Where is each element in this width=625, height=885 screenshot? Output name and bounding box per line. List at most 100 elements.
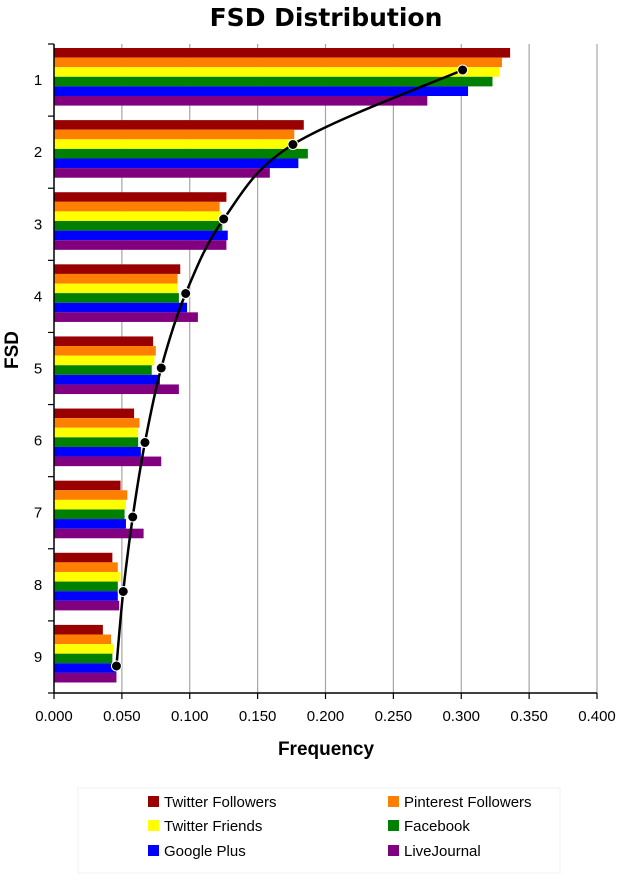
bar-fsd-2-google-plus (54, 158, 299, 169)
legend-label: Google Plus (164, 843, 246, 860)
line-point (180, 288, 192, 299)
bar-fsd-7-twitter-followers (54, 480, 121, 491)
y-tick-label: 9 (34, 649, 42, 666)
bar-fsd-4-facebook (54, 293, 179, 303)
bar-fsd-9-facebook (54, 653, 113, 664)
bar-fsd-3-livejournal (54, 240, 227, 250)
bar-fsd-5-pinterest-followers (54, 346, 156, 356)
legend-swatch (148, 796, 159, 807)
legend-swatch (148, 820, 159, 831)
legend-swatch (388, 820, 399, 831)
y-axis-label: FSD (2, 331, 23, 369)
bar-fsd-2-twitter-friends (54, 139, 299, 149)
line-point (218, 213, 230, 225)
bar-fsd-4-pinterest-followers (54, 273, 178, 284)
axes (48, 43, 598, 699)
line-point (127, 511, 139, 523)
bars (54, 48, 511, 683)
bar-fsd-3-google-plus (54, 230, 228, 241)
bar-fsd-8-google-plus (54, 591, 118, 601)
bar-fsd-6-twitter-followers (54, 408, 135, 419)
bar-fsd-8-twitter-friends (54, 571, 121, 582)
bar-fsd-3-twitter-followers (54, 192, 227, 202)
bar-fsd-6-livejournal (54, 456, 162, 467)
legend-label: Pinterest Followers (404, 794, 532, 811)
x-tick-labels: 0.000 0.050 0.100 0.150 0.200 0.250 0.300 0.350… (35, 708, 616, 725)
x-tick-label: 0.150 (239, 708, 277, 725)
bar-fsd-9-twitter-followers (54, 624, 103, 635)
bar-fsd-6-pinterest-followers (54, 418, 140, 428)
bar-fsd-7-pinterest-followers (54, 490, 128, 500)
legend-label: LiveJournal (404, 843, 481, 860)
bar-fsd-8-pinterest-followers (54, 562, 118, 572)
legend-label: Facebook (404, 818, 470, 835)
legend-label: Twitter Followers (164, 794, 277, 811)
bar-fsd-3-twitter-friends (54, 211, 221, 222)
y-tick-label: 5 (34, 361, 42, 378)
y-tick-label: 7 (34, 505, 42, 522)
bar-fsd-2-pinterest-followers (54, 129, 295, 140)
y-tick-label: 1 (34, 72, 42, 89)
x-tick-label: 0.100 (171, 708, 209, 725)
bar-fsd-5-livejournal (54, 384, 179, 395)
legend: Twitter Followers Pinterest Followers Twit… (77, 787, 561, 874)
x-tick-label: 0.250 (375, 708, 413, 725)
y-tick-label: 2 (34, 144, 42, 161)
bar-fsd-1-pinterest-followers (54, 57, 502, 68)
y-tick-label: 4 (34, 288, 42, 305)
bar-fsd-2-twitter-followers (54, 120, 304, 130)
bar-fsd-5-google-plus (54, 374, 160, 385)
line-point (110, 660, 122, 672)
legend-swatch (388, 796, 399, 807)
bar-fsd-6-google-plus (54, 446, 141, 457)
bar-fsd-2-facebook (54, 148, 308, 159)
chart-title: FSD Distribution (210, 3, 443, 32)
bar-fsd-7-twitter-friends (54, 499, 126, 510)
line-point (155, 362, 167, 374)
bar-fsd-3-pinterest-followers (54, 201, 220, 212)
bar-fsd-4-livejournal (54, 312, 198, 322)
bar-fsd-1-livejournal (54, 96, 428, 106)
bar-fsd-4-google-plus (54, 302, 188, 313)
line-point (457, 64, 469, 76)
bar-fsd-9-pinterest-followers (54, 634, 112, 645)
average-line (110, 64, 469, 672)
bar-fsd-9-livejournal (54, 672, 117, 683)
bar-fsd-7-google-plus (54, 519, 126, 529)
legend-label: Twitter Friends (164, 818, 262, 835)
bar-fsd-1-twitter-friends (54, 67, 500, 77)
x-tick-label: 0.350 (510, 708, 548, 725)
bar-fsd-4-twitter-friends (54, 283, 178, 294)
bar-fsd-1-google-plus (54, 86, 469, 96)
x-tick-label: 0.400 (578, 708, 616, 725)
line-point (139, 437, 151, 448)
legend-swatch (388, 845, 399, 856)
bar-fsd-1-facebook (54, 76, 493, 87)
y-tick-label: 3 (34, 216, 42, 233)
bar-fsd-8-facebook (54, 581, 118, 592)
x-tick-label: 0.200 (307, 708, 345, 725)
y-tick-label: 8 (34, 577, 42, 594)
x-axis-label: Frequency (278, 739, 375, 760)
y-tick-labels: 1 2 3 4 5 6 7 8 9 (34, 72, 42, 666)
bar-fsd-8-livejournal (54, 600, 120, 611)
x-tick-label: 0.050 (103, 708, 141, 725)
x-tick-label: 0.300 (442, 708, 480, 725)
x-tick-label: 0.000 (35, 708, 73, 725)
bar-fsd-9-google-plus (54, 663, 117, 673)
bar-fsd-5-twitter-friends (54, 355, 155, 366)
bar-fsd-6-facebook (54, 437, 139, 447)
legend-swatch (148, 845, 159, 856)
bar-fsd-9-twitter-friends (54, 644, 114, 654)
bar-fsd-4-twitter-followers (54, 264, 181, 274)
line-point (287, 139, 299, 150)
bar-fsd-5-twitter-followers (54, 336, 154, 347)
bar-fsd-1-twitter-followers (54, 48, 511, 58)
line-point (117, 586, 129, 597)
bar-fsd-7-livejournal (54, 528, 144, 539)
bar-fsd-8-twitter-followers (54, 552, 113, 563)
bar-fsd-6-twitter-friends (54, 427, 139, 438)
bar-fsd-3-facebook (54, 221, 223, 231)
bar-fsd-7-facebook (54, 509, 125, 520)
